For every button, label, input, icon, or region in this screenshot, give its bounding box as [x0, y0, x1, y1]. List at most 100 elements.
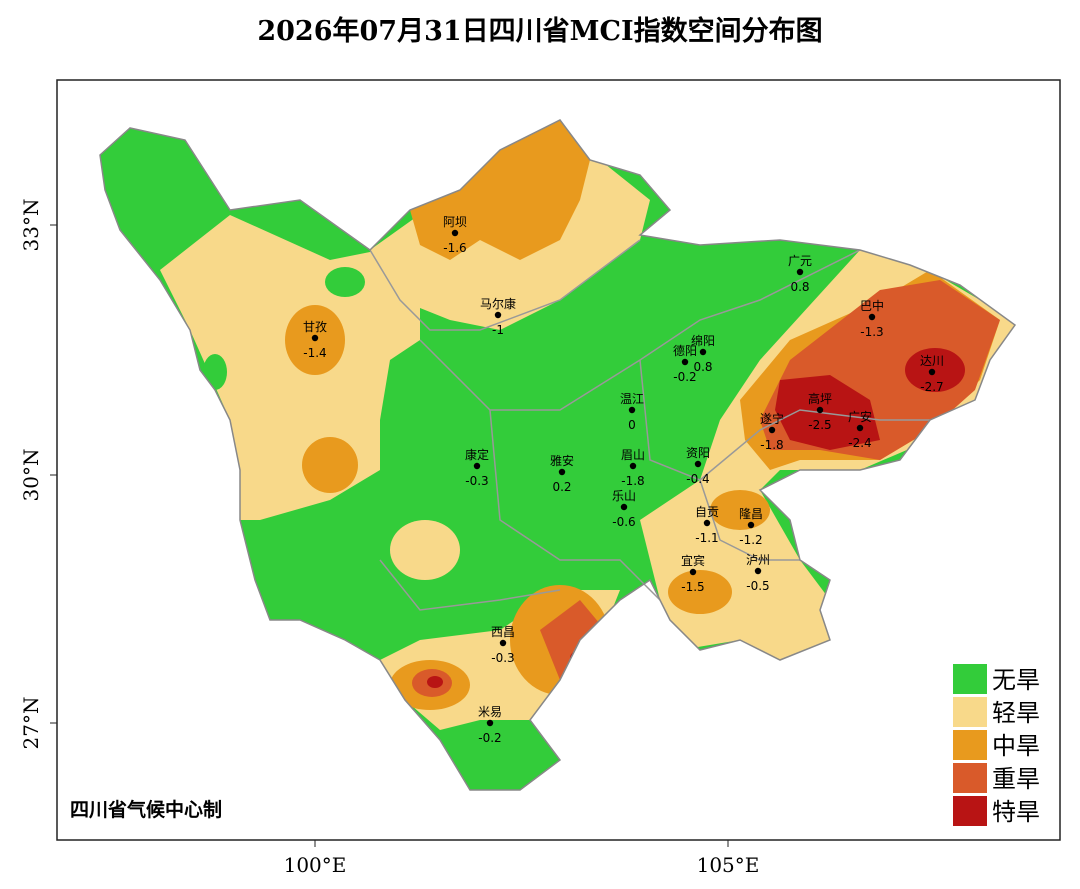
- station-value: -1.3: [860, 325, 883, 339]
- station-name: 宜宾: [681, 553, 705, 568]
- station-value: -0.6: [612, 515, 635, 529]
- station-value: -1.5: [681, 580, 704, 594]
- legend-label: 重旱: [992, 765, 1040, 793]
- fill-none: [325, 267, 365, 297]
- station-value: -1.8: [621, 474, 644, 488]
- station-name: 绵阳: [691, 334, 715, 348]
- station-name: 巴中: [860, 298, 884, 313]
- fill-moderate: [668, 570, 732, 614]
- station-value: 0.2: [552, 480, 571, 494]
- station-name: 资阳: [686, 446, 710, 460]
- station-name: 康定: [465, 447, 489, 462]
- stations: 阿坝 -1.6 马尔康 -1 甘孜 -1.4 广元 0.8 巴中 -1.3 德阳 -0.2 绵阳 0.8 温…: [303, 215, 944, 745]
- station-value: -0.3: [465, 474, 488, 488]
- station-dot: [816, 406, 824, 414]
- station-value: 0.8: [693, 360, 712, 374]
- station-name: 阿坝: [443, 215, 467, 229]
- station-value: -1: [492, 323, 504, 337]
- station-value: -1.6: [443, 241, 466, 255]
- station-value: -0.3: [491, 651, 514, 665]
- station-dot: [868, 313, 876, 321]
- station-dot: [928, 368, 936, 376]
- station-dot: [796, 268, 804, 276]
- station-name: 遂宁: [760, 411, 784, 426]
- legend-swatch: [953, 796, 987, 826]
- station-name: 马尔康: [480, 296, 516, 311]
- county-boundaries: [369, 239, 930, 611]
- fill-extreme: [427, 676, 443, 688]
- station-dot: [486, 719, 494, 727]
- fill-moderate: [710, 490, 770, 530]
- station-name: 温江: [620, 392, 644, 406]
- station-name: 雅安: [550, 453, 574, 468]
- fill-moderate: [302, 437, 358, 493]
- legend-label: 中旱: [992, 732, 1040, 760]
- station-value: -2.7: [920, 380, 943, 394]
- station-value: -2.5: [808, 418, 831, 432]
- station-dot: [747, 521, 755, 529]
- fill-light: [390, 520, 460, 580]
- station-name: 自贡: [695, 505, 719, 519]
- lat-label: 27°N: [19, 697, 43, 750]
- lon-label: 100°E: [284, 853, 347, 877]
- station-dot: [689, 568, 697, 576]
- station-dot: [768, 426, 776, 434]
- station-value: -2.4: [848, 436, 871, 450]
- fill-moderate: [410, 120, 590, 260]
- station-value: -1.8: [760, 438, 783, 452]
- station-name: 德阳: [673, 343, 697, 358]
- station-dot: [699, 348, 707, 356]
- axes: 33°N 30°N 27°N 100°E 105°E: [19, 199, 759, 877]
- legend-label: 轻旱: [992, 699, 1040, 727]
- station-dot: [499, 639, 507, 647]
- station-dot: [451, 229, 459, 237]
- station-dot: [620, 503, 628, 511]
- boundary: [699, 479, 800, 561]
- station-value: 0: [628, 418, 636, 432]
- boundary: [639, 359, 930, 481]
- station-dot: [494, 311, 502, 319]
- station-dot: [629, 462, 637, 470]
- lon-label: 105°E: [697, 853, 760, 877]
- station-dot: [473, 462, 481, 470]
- station-dot: [694, 460, 702, 468]
- station-name: 达川: [920, 354, 944, 368]
- credit: 四川省气候中心制: [70, 798, 222, 821]
- station-name: 广元: [788, 254, 812, 268]
- station-name: 乐山: [612, 489, 636, 503]
- station-name: 甘孜: [303, 320, 327, 334]
- station-value: -1.1: [695, 531, 718, 545]
- station-dot: [856, 424, 864, 432]
- map-title: 2026年07月31日四川省MCI指数空间分布图: [257, 15, 822, 47]
- lat-label: 33°N: [19, 199, 43, 252]
- station-dot: [681, 358, 689, 366]
- station-dot: [558, 468, 566, 476]
- station-dot: [754, 567, 762, 575]
- station-name: 隆昌: [739, 506, 763, 521]
- station-name: 西昌: [491, 625, 515, 639]
- station-name: 高坪: [808, 391, 832, 406]
- station-value: -1.2: [739, 533, 762, 547]
- station-dot: [311, 334, 319, 342]
- legend-swatch: [953, 664, 987, 694]
- boundary: [489, 409, 661, 601]
- lat-label: 30°N: [19, 449, 43, 502]
- boundary: [369, 239, 641, 331]
- fill-extreme: [905, 348, 965, 392]
- fill-extreme: [775, 375, 880, 450]
- station-value: -0.2: [673, 370, 696, 384]
- station-name: 泸州: [746, 553, 770, 567]
- station-name: 米易: [478, 705, 502, 719]
- station-dot: [703, 519, 711, 527]
- legend-swatch: [953, 697, 987, 727]
- boundary: [379, 559, 561, 611]
- station-name: 广安: [848, 409, 872, 424]
- legend-swatch: [953, 763, 987, 793]
- station-value: -0.4: [686, 472, 709, 486]
- legend-label: 特旱: [992, 798, 1040, 826]
- station-value: -1.4: [303, 346, 326, 360]
- station-dot: [628, 406, 636, 414]
- station-value: -0.2: [478, 731, 501, 745]
